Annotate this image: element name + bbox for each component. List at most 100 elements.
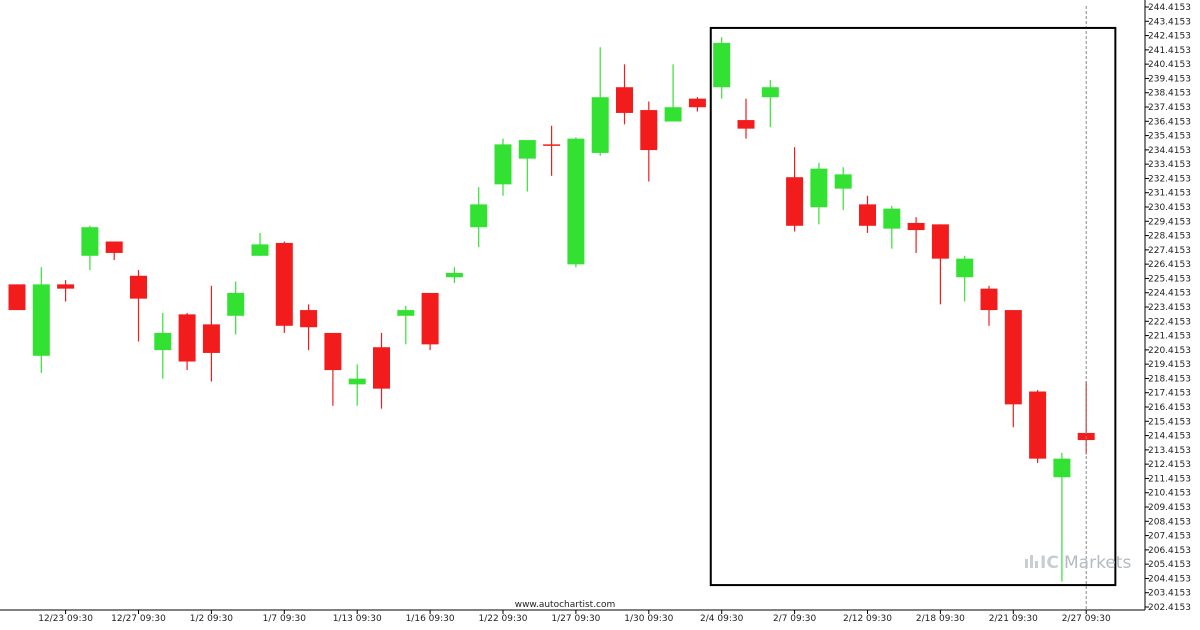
y-tick-label: 244.4153: [1148, 3, 1191, 13]
y-tick-label: 208.4153: [1148, 517, 1191, 527]
candle-body: [202, 324, 220, 353]
x-tick-label: 2/18 09:30: [916, 614, 965, 624]
watermark-logo: IC Markets: [1025, 553, 1131, 573]
pattern-highlight-box: [709, 26, 1117, 587]
x-tick-label: 12/27 09:30: [111, 614, 166, 624]
candle: [324, 332, 342, 406]
y-tick-label: 219.4153: [1148, 360, 1191, 370]
candle: [713, 37, 731, 99]
candle: [1004, 310, 1022, 428]
y-tick-label: 231.4153: [1148, 189, 1191, 199]
candle-body: [713, 42, 731, 88]
x-tick-label: 1/13 09:30: [333, 614, 382, 624]
candle: [1053, 452, 1071, 582]
candle-body: [931, 224, 949, 259]
x-tick-label: 1/22 09:30: [478, 614, 527, 624]
candle: [980, 285, 998, 326]
candle-body: [810, 168, 828, 208]
candle: [543, 125, 561, 176]
candle-body: [324, 332, 342, 371]
candle-body: [397, 310, 415, 316]
y-tick-label: 211.4153: [1148, 474, 1191, 484]
candle: [227, 281, 245, 335]
candle: [859, 195, 876, 233]
y-tick-label: 225.4153: [1148, 274, 1191, 284]
candle: [445, 267, 463, 283]
candle-body: [1029, 391, 1047, 459]
candle: [105, 241, 123, 261]
candle: [810, 162, 828, 225]
candle-body: [640, 110, 658, 151]
candle: [1029, 390, 1047, 463]
y-tick-label: 241.4153: [1148, 46, 1191, 56]
candle-body: [348, 378, 366, 385]
candle: [178, 312, 196, 371]
x-tick-label: 1/27 09:30: [551, 614, 600, 624]
candle: [251, 232, 269, 256]
candle-body: [105, 241, 123, 253]
candle-body: [81, 227, 99, 256]
candle: [154, 312, 172, 379]
candle-body: [761, 87, 779, 98]
y-tick-label: 238.4153: [1148, 89, 1191, 99]
candle-body: [275, 242, 293, 326]
y-tick-label: 240.4153: [1148, 60, 1191, 70]
candle-body: [154, 332, 172, 351]
candle: [931, 224, 949, 305]
y-tick-label: 232.4153: [1148, 174, 1191, 184]
y-tick-label: 215.4153: [1148, 417, 1191, 427]
candle-body: [494, 144, 512, 185]
y-tick-label: 202.4153: [1148, 603, 1191, 613]
source-label: www.autochartist.com: [515, 600, 616, 610]
candle: [664, 64, 682, 122]
candle-body: [980, 288, 998, 311]
bars-icon: [1025, 555, 1038, 568]
y-tick-label: 206.4153: [1148, 546, 1191, 556]
candle-body: [834, 174, 852, 189]
y-tick-label: 242.4153: [1148, 32, 1191, 42]
candle-body: [543, 144, 561, 146]
watermark-ic: IC: [1040, 553, 1059, 573]
candle-body: [1053, 458, 1071, 478]
candle: [956, 255, 974, 302]
candle: [786, 147, 804, 232]
y-tick-label: 236.4153: [1148, 117, 1191, 127]
x-tick-label: 12/23 09:30: [38, 614, 93, 624]
candle-body: [1004, 310, 1022, 405]
candle: [130, 270, 147, 342]
candle-body: [664, 107, 682, 122]
y-tick-label: 222.4153: [1148, 317, 1191, 327]
y-tick-label: 210.4153: [1148, 489, 1191, 499]
y-tick-label: 209.4153: [1148, 503, 1191, 513]
y-tick-label: 220.4153: [1148, 346, 1191, 356]
y-tick-label: 221.4153: [1148, 332, 1191, 342]
candle: [32, 267, 50, 373]
candle-body: [470, 204, 488, 228]
candle-body: [251, 244, 269, 256]
y-tick-label: 207.4153: [1148, 532, 1191, 542]
candle: [397, 305, 415, 345]
y-tick-label: 235.4153: [1148, 132, 1191, 142]
x-tick-label: 2/12 09:30: [843, 614, 892, 624]
candle-body: [300, 310, 318, 328]
x-axis: 12/23 09:30 12/27 09:30 1/2 09:30 1/7 09:30…: [0, 609, 1145, 624]
candle: [737, 98, 755, 139]
candle: [567, 137, 585, 268]
y-tick-label: 212.4153: [1148, 460, 1191, 470]
y-tick-label: 227.4153: [1148, 246, 1191, 256]
y-tick-label: 226.4153: [1148, 260, 1191, 270]
candle: [761, 80, 779, 128]
candle-body: [57, 284, 75, 289]
candle-body: [591, 97, 609, 153]
y-tick-label: 203.4153: [1148, 589, 1191, 599]
highlight-box-layer: [709, 26, 1117, 587]
y-tick-label: 223.4153: [1148, 303, 1191, 313]
candle: [373, 332, 390, 409]
y-axis: 244.4153 243.4153 242.4153 241.4153 240.4153…: [1144, 0, 1191, 613]
candle: [834, 167, 852, 211]
x-tick-label: 1/7 09:30: [263, 614, 307, 624]
candle-body: [737, 120, 755, 129]
candle: [907, 217, 925, 253]
y-tick-label: 214.4153: [1148, 432, 1191, 442]
